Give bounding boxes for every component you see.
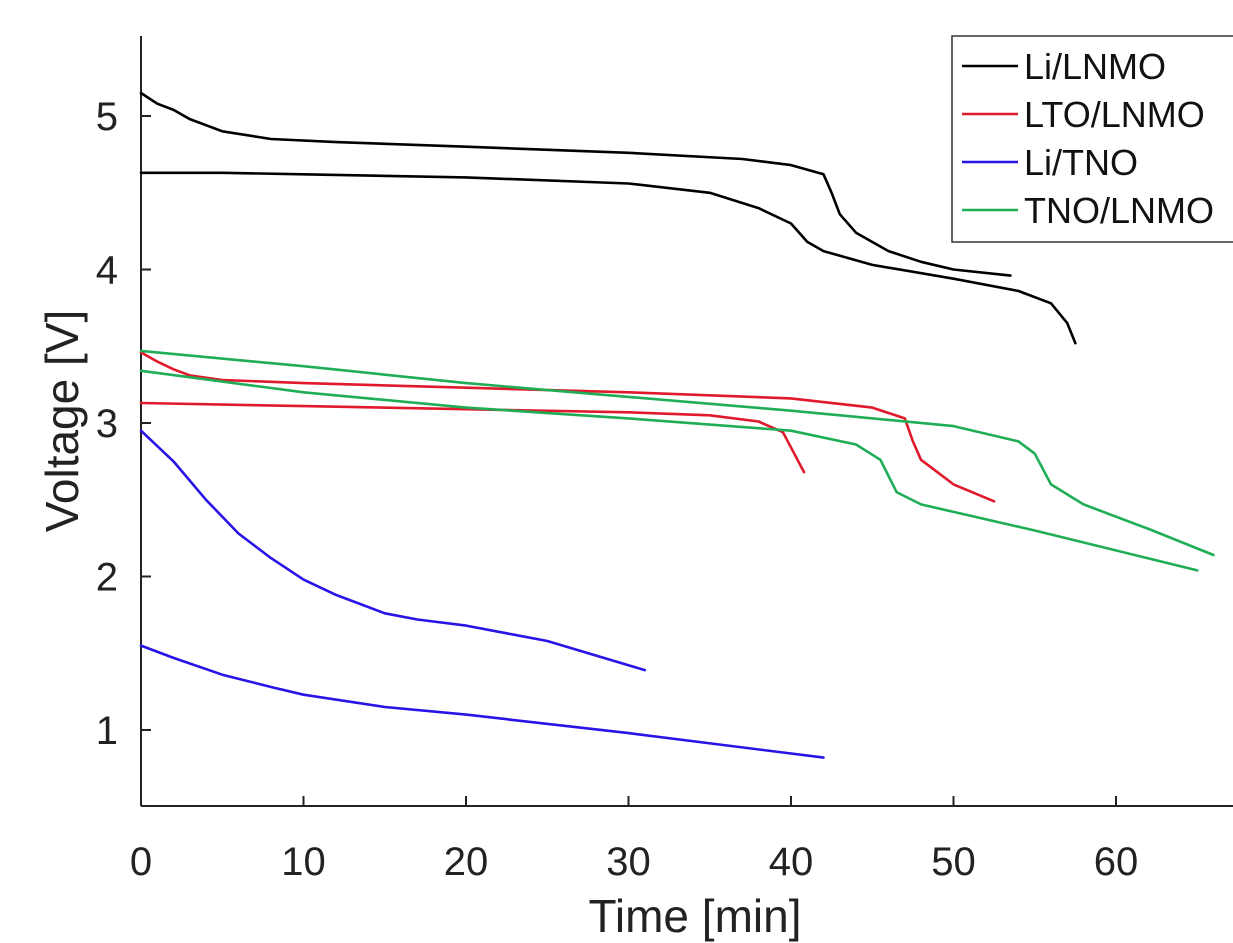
legend-label: Li/LNMO xyxy=(1024,46,1166,87)
series-line-lto-lnmo xyxy=(139,401,806,474)
series-line-lto-lnmo xyxy=(139,351,996,503)
x-tick-label: 60 xyxy=(1094,840,1139,884)
x-tick-label: 10 xyxy=(281,840,326,884)
series-line-li-tno xyxy=(139,429,647,672)
x-axis-label: Time [min] xyxy=(589,890,802,942)
axes-frame xyxy=(140,36,1233,807)
y-tick-label: 2 xyxy=(96,556,118,600)
y-tick-label: 3 xyxy=(96,402,118,446)
legend-label: Li/TNO xyxy=(1024,142,1138,183)
series-line-tno-lnmo xyxy=(139,369,1199,572)
y-axis-label: Voltage [V] xyxy=(36,310,88,533)
x-tick-label: 20 xyxy=(444,840,489,884)
y-tick-label: 4 xyxy=(96,249,118,293)
x-tick-label: 40 xyxy=(769,840,814,884)
ticks-group: 0 10 20 30 40 50 60 1 2 3 4 5 xyxy=(96,95,1139,884)
x-tick-label: 0 xyxy=(130,840,152,884)
series-line-li-lnmo xyxy=(139,91,1012,277)
x-tick-label: 50 xyxy=(931,840,976,884)
series-line-tno-lnmo xyxy=(139,349,1215,557)
legend-label: LTO/LNMO xyxy=(1024,94,1205,135)
series-line-li-lnmo xyxy=(139,171,1077,345)
y-tick-label: 1 xyxy=(96,709,118,753)
legend-label: TNO/LNMO xyxy=(1024,190,1214,231)
y-tick-label: 5 xyxy=(96,95,118,139)
legend: Li/LNMO LTO/LNMO Li/TNO TNO/LNMO xyxy=(951,35,1233,243)
series-line-li-tno xyxy=(139,644,825,759)
x-tick-label: 30 xyxy=(606,840,651,884)
series-group xyxy=(139,91,1215,759)
legend-box xyxy=(951,35,1233,243)
